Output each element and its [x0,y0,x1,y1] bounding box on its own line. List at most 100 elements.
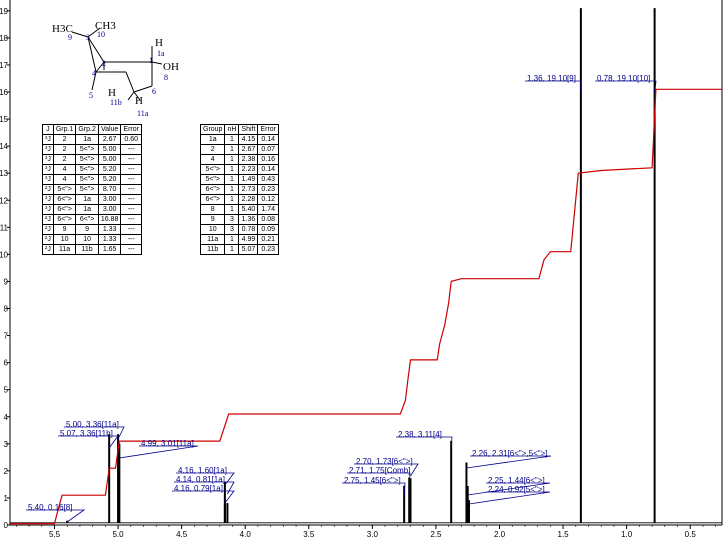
table-cell: 2.67 [238,144,259,155]
y-tick-label: 11 [0,223,9,232]
x-tick-label: 2.0 [494,530,506,539]
bond [87,36,97,73]
bond [125,71,135,93]
x-tick-label: 1.0 [621,530,633,539]
column-header: Error [257,124,279,135]
table-cell: 2 [199,144,226,155]
peak-label-leader [172,490,235,504]
x-tick-label: 4.5 [176,530,188,539]
table-cell: 1.65 [97,244,122,255]
table-cell: 6<"> [52,194,77,205]
table-cell: --- [120,224,142,235]
x-tick-label: 3.0 [367,530,379,539]
atom-number: 4 [92,69,96,78]
table-cell: --- [120,234,142,245]
table-cell: 10 [52,234,77,245]
table-cell: 1 [224,194,240,205]
table-cell: 5.40 [238,204,259,215]
peak-label: 4.16, 0.79[1a] [174,484,223,493]
table-cell: 8 [199,204,226,215]
peak-label: 2.26, 2.31[6<">,5<">] [472,449,548,458]
bond [127,91,135,101]
atom-number: 5 [89,91,93,100]
table-cell: 1 [224,154,240,165]
table-cell: 0.23 [257,184,279,195]
peak-label: 2.25, 1.44[6<">] [488,476,545,485]
table-row: 1a 1 4.15 0.14 [199,134,279,145]
y-tick-label: 1 [4,494,9,503]
atom-number: 6 [152,87,156,96]
table-cell: 8.70 [97,184,122,195]
table-cell: 0.09 [257,224,279,235]
peak-label: 2.71, 1.75[Comb] [349,466,410,475]
column-header: nH [224,124,240,135]
table-cell: ³J [42,134,54,145]
y-tick-label: 9 [4,277,9,286]
x-tick-label: 1.5 [558,530,570,539]
table-cell: 1a [75,194,99,205]
table-cell: ³J [42,164,54,175]
atom-number: 11b [110,98,122,107]
peak-label: 4.16, 1.60[1a] [178,466,227,475]
table-row: 8 1 5.40 1.74 [199,204,279,215]
bond [71,31,89,38]
peak-label: 5.00, 3.36[11a] [66,420,119,429]
table-cell: 1 [224,184,240,195]
x-tick-label: 5.0 [113,530,125,539]
peak-label-leader [354,463,419,477]
table-cell: 1.33 [97,224,122,235]
table-row: 5<"> 1 1.49 0.43 [199,174,279,185]
atom-number: 3 [86,33,90,42]
table-cell: 1a [75,204,99,215]
table-cell: 1.74 [257,204,279,215]
atom-label: CH3 [95,20,116,32]
table-cell: 9 [52,224,77,235]
y-tick-label: 17 [0,61,9,70]
table-cell: 1 [224,234,240,245]
table-cell: ²J [42,184,54,195]
table-cell: 2.28 [238,194,259,205]
table-cell: 11b [75,244,99,255]
peak-label: 2.38, 3.11[4] [398,430,442,439]
table-row: 10 3 0.78 0.09 [199,224,279,235]
y-tick-label: 6 [4,359,9,368]
bond [87,36,105,63]
table-row: ³J 2 5<"> 5.00 --- [42,154,142,165]
peak-label-leader [466,455,552,469]
table-cell: 4 [52,174,77,185]
atom-label: H3C [52,23,73,35]
table-cell: 1.36 [238,214,259,225]
column-header: J [42,124,54,135]
table-cell: 11a [199,234,226,245]
table-cell: 2 [52,134,77,145]
table-cell: 0.60 [120,134,142,145]
table-cell: 10 [199,224,226,235]
bond [91,71,97,91]
peak-label-leader [595,80,657,94]
table-cell: 11b [199,244,226,255]
table-cell: 1.33 [97,234,122,245]
table-cell: 10 [75,234,99,245]
table-cell: ³J [42,204,54,215]
table-cell: 5<"> [75,174,99,185]
table-cell: ³J [42,194,54,205]
table-cell: 2 [52,144,77,155]
table-cell: 16.88 [97,214,122,225]
table-cell: 0.78 [238,224,259,235]
table-cell: 2.73 [238,184,259,195]
peak-label: 2.24, 0.92[5<">] [488,485,545,494]
table-cell: 5<"> [52,184,77,195]
y-tick-label: 19 [0,7,9,16]
table-cell: ³J [42,144,54,155]
bond [87,27,101,38]
peak-label-leader [525,80,582,94]
bond [133,91,141,101]
table-row: ²J 5<"> 5<"> 8.70 --- [42,184,142,195]
table-cell: 0.14 [257,164,279,175]
table-cell: --- [120,194,142,205]
table-cell: 6<"> [75,214,99,225]
table-cell: ²J [42,234,54,245]
peak-label: 5.07, 3.36[11b] [60,429,113,438]
peak-label-leader [468,491,551,505]
